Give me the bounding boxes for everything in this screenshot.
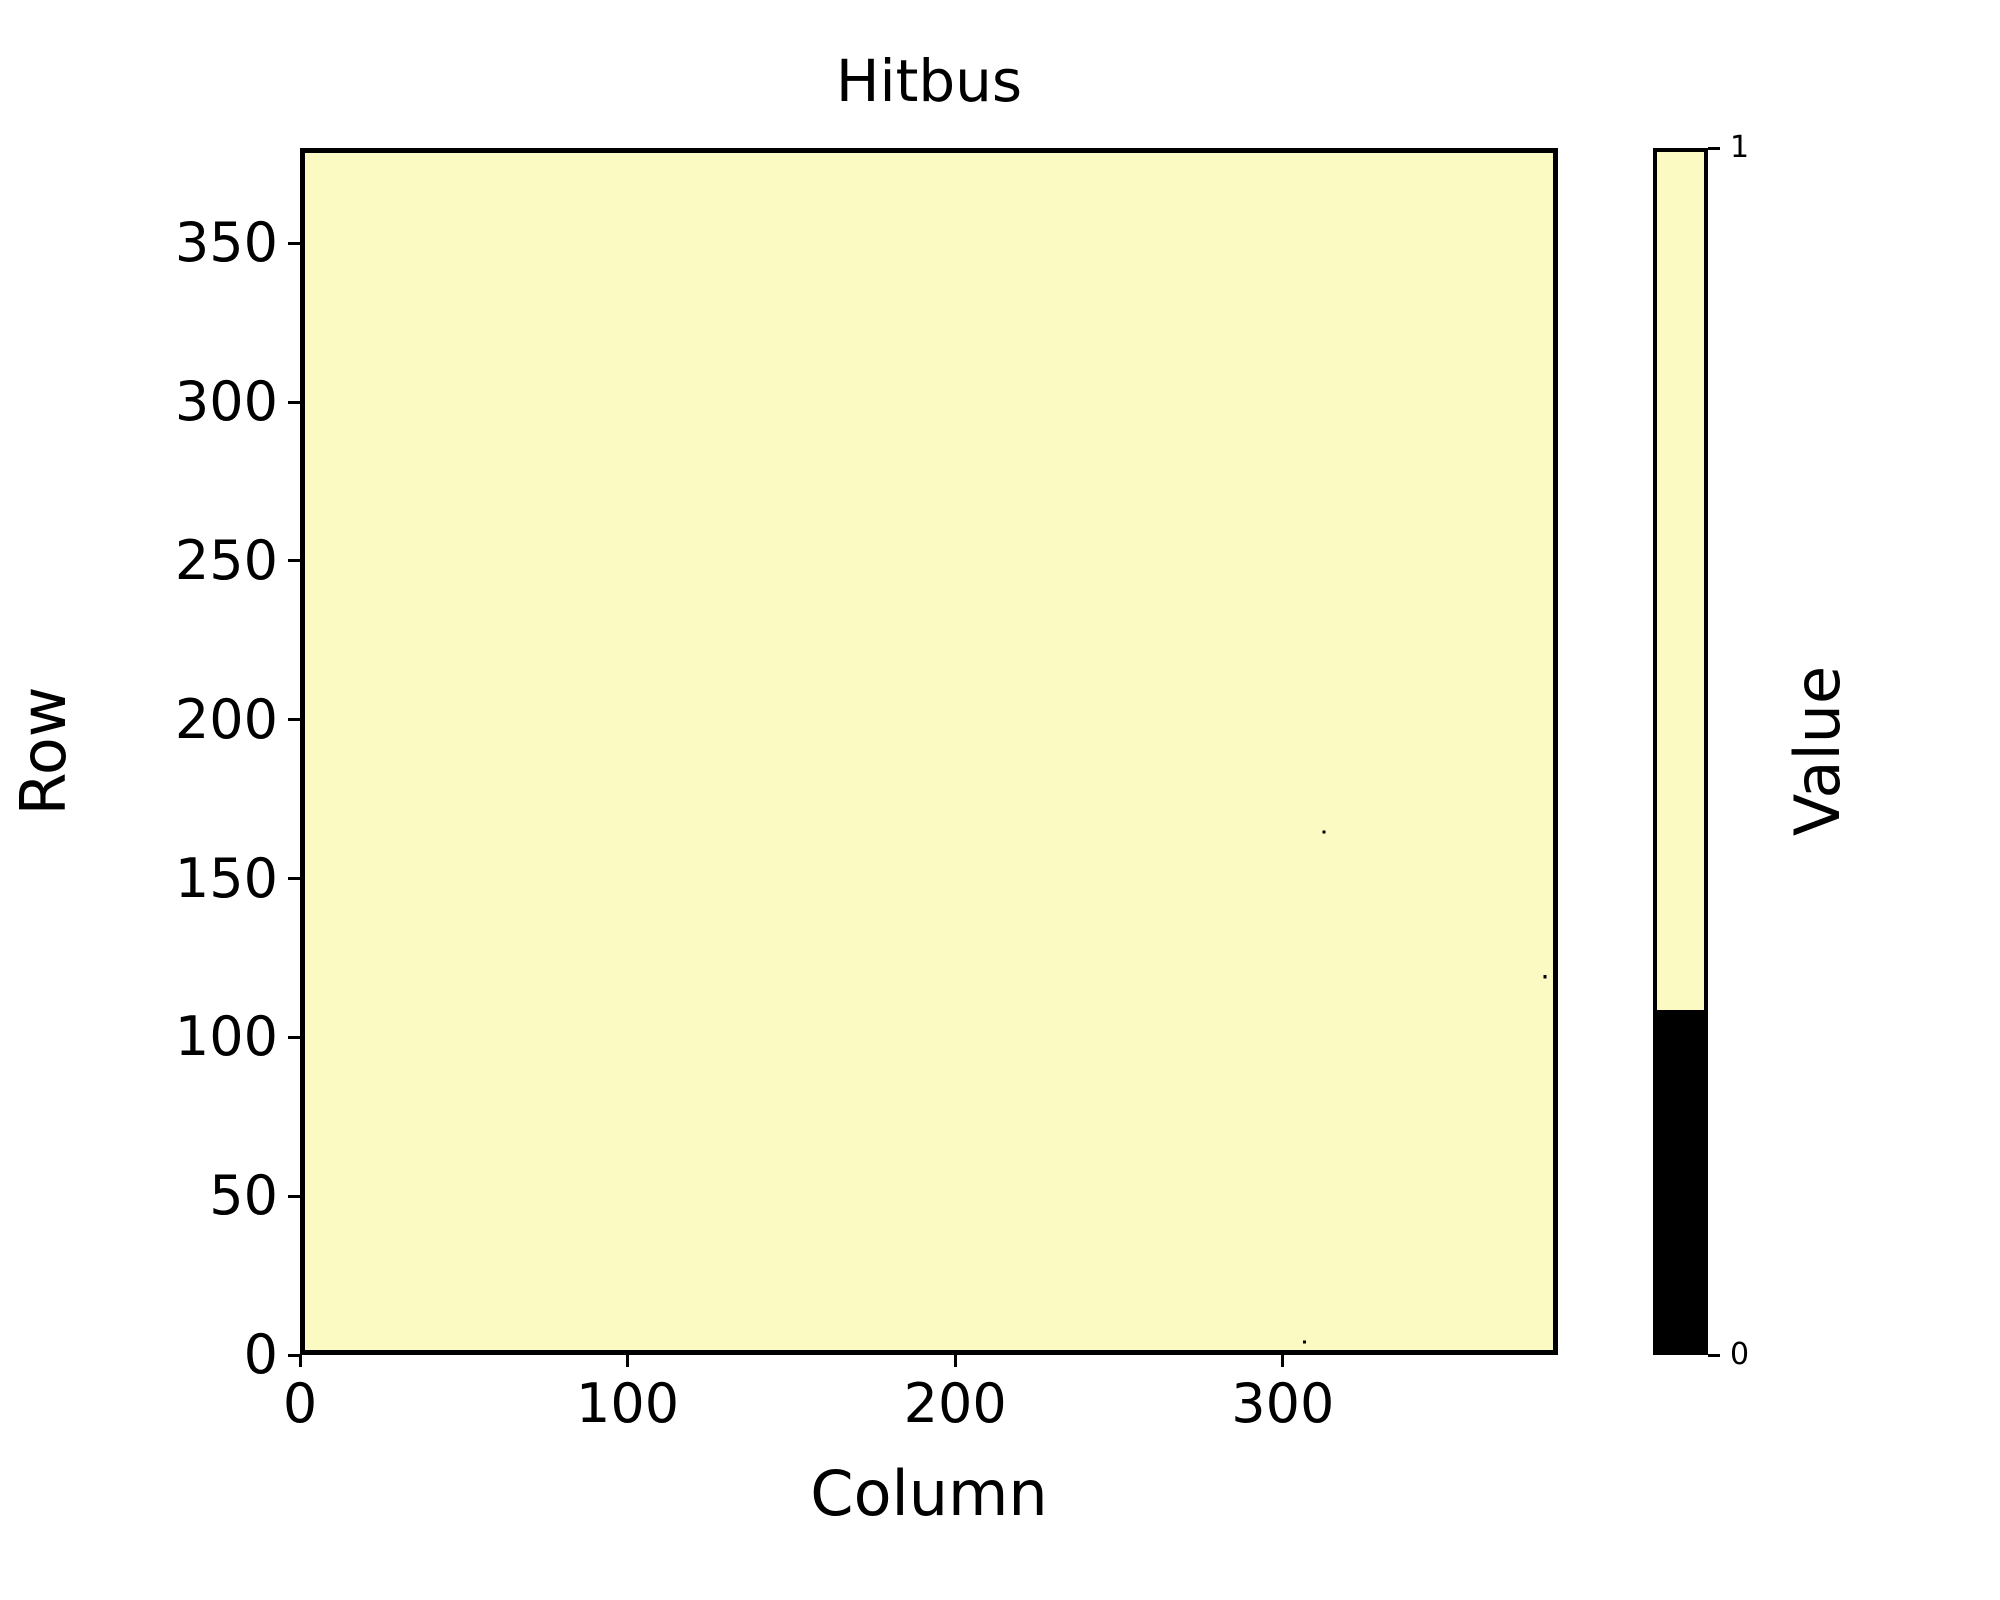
colorbar-segment — [1657, 152, 1704, 1011]
y-tick-mark — [288, 1353, 300, 1357]
page-title: Hitbus — [835, 47, 1023, 115]
y-tick-mark — [288, 1194, 300, 1198]
heatmap-image — [305, 153, 1553, 1350]
y-tick-label: 300 — [174, 370, 278, 434]
colorbar — [1653, 148, 1708, 1355]
x-tick-label: 200 — [903, 1372, 1007, 1435]
x-tick-mark — [298, 1355, 302, 1367]
y-tick-label: 100 — [174, 1005, 278, 1069]
y-tick-mark — [288, 877, 300, 881]
y-tick-mark — [288, 400, 300, 404]
y-tick-mark — [288, 718, 300, 722]
y-axis-label: Row — [7, 686, 80, 816]
colorbar-tick-mark — [1708, 146, 1720, 150]
colorbar-tick-label: 1 — [1730, 130, 1750, 165]
y-tick-label: 50 — [209, 1164, 278, 1228]
heatmap-axes — [300, 148, 1558, 1355]
x-tick-mark — [953, 1355, 957, 1367]
x-tick-label: 100 — [576, 1372, 680, 1435]
y-tick-label: 150 — [174, 846, 278, 910]
y-tick-label: 350 — [174, 211, 278, 275]
y-tick-mark — [288, 559, 300, 563]
colorbar-label: Value — [1781, 665, 1854, 837]
y-tick-label: 250 — [174, 528, 278, 592]
x-axis-label: Column — [810, 1457, 1048, 1530]
x-tick-mark — [626, 1355, 630, 1367]
y-tick-label: 200 — [174, 687, 278, 751]
y-tick-label: 0 — [243, 1323, 278, 1386]
y-tick-mark — [288, 241, 300, 245]
y-tick-mark — [288, 1035, 300, 1039]
x-tick-label: 300 — [1231, 1372, 1335, 1435]
x-tick-label: 0 — [282, 1372, 318, 1435]
colorbar-tick-mark — [1708, 1353, 1720, 1357]
x-tick-mark — [1281, 1355, 1285, 1367]
colorbar-segment — [1657, 1010, 1704, 1351]
colorbar-tick-label: 0 — [1730, 1337, 1750, 1372]
